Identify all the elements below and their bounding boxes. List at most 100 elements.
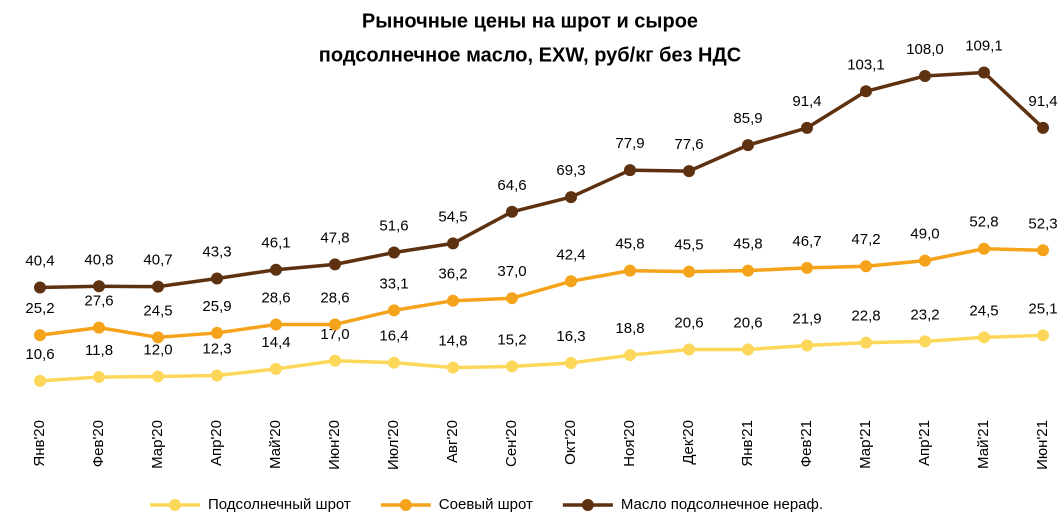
data-label: 22,8: [851, 308, 880, 325]
data-label: 24,5: [143, 302, 172, 319]
point: [329, 354, 341, 367]
series-line: [39, 70, 1045, 290]
point: [506, 205, 518, 218]
data-label: 21,9: [792, 310, 821, 327]
chart-title: Рыночные цены на шрот и сырое: [362, 10, 698, 32]
point: [270, 318, 282, 331]
data-label: 45,5: [674, 237, 703, 254]
data-label: 85,9: [733, 110, 762, 127]
point: [565, 191, 577, 204]
point: [624, 349, 636, 362]
data-label: 45,8: [615, 236, 644, 253]
data-label: 46,1: [261, 235, 290, 252]
point: [919, 69, 931, 82]
x-tick-label: Июн'20: [326, 420, 343, 470]
data-label: 16,3: [556, 328, 585, 345]
point: [1037, 121, 1049, 134]
x-tick-label: Апр'20: [208, 420, 225, 466]
point: [93, 371, 105, 384]
x-tick-label: Мар'20: [149, 420, 166, 469]
data-label: 23,2: [910, 306, 939, 323]
data-label: 49,0: [910, 226, 939, 243]
series-line: [39, 246, 1044, 340]
point: [860, 336, 872, 349]
data-label: 108,0: [906, 41, 944, 58]
point: [388, 304, 400, 317]
point: [978, 242, 990, 255]
data-label: 12,3: [202, 340, 231, 357]
data-label: 54,5: [438, 208, 467, 225]
data-label: 17,0: [320, 326, 349, 343]
data-label: 20,6: [674, 314, 703, 331]
point: [388, 356, 400, 369]
point: [683, 265, 695, 278]
data-label: 16,4: [379, 328, 408, 345]
x-tick-label: Май'21: [975, 420, 992, 469]
point: [860, 260, 872, 273]
point: [34, 329, 46, 342]
point: [447, 237, 459, 250]
data-label: 42,4: [556, 246, 585, 263]
x-tick-label: Янв'20: [31, 420, 48, 467]
point: [93, 321, 105, 334]
data-label: 77,6: [674, 136, 703, 153]
data-label: 28,6: [320, 289, 349, 306]
data-label: 33,1: [379, 275, 408, 292]
data-label: 64,6: [497, 177, 526, 194]
data-label: 40,4: [25, 253, 54, 270]
point: [742, 139, 754, 152]
x-tick-label: Дек'20: [680, 420, 697, 465]
point: [919, 254, 931, 267]
data-label: 47,2: [851, 231, 880, 248]
point: [742, 264, 754, 277]
data-label: 14,4: [261, 334, 290, 351]
point: [270, 362, 282, 375]
data-label: 91,4: [1028, 93, 1057, 110]
point: [152, 331, 164, 344]
point: [978, 66, 990, 79]
point: [211, 369, 223, 382]
data-label: 91,4: [792, 93, 821, 110]
point: [34, 374, 46, 387]
point: [683, 343, 695, 356]
point: [270, 263, 282, 276]
point: [388, 246, 400, 259]
point: [801, 261, 813, 274]
data-label: 46,7: [792, 233, 821, 250]
point: [152, 280, 164, 293]
series-line: [39, 333, 1044, 383]
x-tick-label: Окт'20: [562, 420, 579, 465]
legend-label: Масло подсолнечное нераф.: [621, 496, 823, 513]
x-tick-label: Авг'20: [444, 420, 461, 463]
data-label: 28,6: [261, 289, 290, 306]
data-label: 25,9: [202, 298, 231, 315]
data-label: 25,2: [25, 300, 54, 317]
data-label: 24,5: [969, 302, 998, 319]
data-label: 52,8: [969, 214, 998, 231]
point: [624, 164, 636, 177]
x-tick-label: Янв'21: [739, 420, 756, 467]
x-tick-label: Апр'21: [916, 420, 933, 466]
data-label: 40,8: [84, 251, 113, 268]
point: [1037, 244, 1049, 257]
point: [34, 281, 46, 294]
data-label: 40,7: [143, 252, 172, 269]
data-label: 52,3: [1028, 215, 1057, 232]
point: [211, 326, 223, 339]
point: [211, 272, 223, 285]
legend-marker: [581, 499, 594, 511]
x-tick-label: Июл'20: [385, 420, 402, 470]
data-label: 20,6: [733, 314, 762, 331]
data-label: 14,8: [438, 333, 467, 350]
data-label: 103,1: [847, 56, 885, 73]
legend-marker: [169, 499, 181, 511]
legend-label: Соевый шрот: [439, 496, 533, 513]
data-label: 37,0: [497, 263, 526, 280]
point: [565, 356, 577, 369]
data-label: 10,6: [25, 346, 54, 363]
point: [93, 280, 105, 293]
data-label: 27,6: [84, 293, 113, 310]
data-label: 18,8: [615, 320, 644, 337]
x-tick-label: Июн'21: [1034, 420, 1051, 470]
